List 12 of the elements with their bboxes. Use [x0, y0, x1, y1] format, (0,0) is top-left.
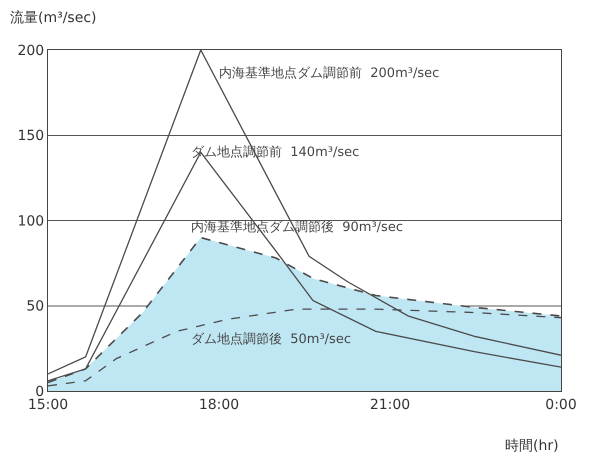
- y-axis-title: 流量(m³/sec): [10, 10, 96, 26]
- y-tick-label: 100: [17, 213, 44, 230]
- x-axis-title: 時間(hr): [505, 438, 559, 454]
- x-tick-label: 18:00: [198, 396, 240, 413]
- annotation: ダム地点調節後 50m³/sec: [191, 332, 351, 347]
- y-tick-label: 50: [26, 298, 44, 315]
- x-tick-label: 0:00: [545, 396, 577, 413]
- annotation: 内海基準地点ダム調節前 200m³/sec: [219, 66, 440, 81]
- x-tick-label: 21:00: [370, 396, 410, 413]
- y-tick-label: 200: [17, 42, 44, 59]
- y-tick-label: 150: [17, 128, 44, 144]
- annotation: ダム地点調節前 140m³/sec: [191, 145, 360, 160]
